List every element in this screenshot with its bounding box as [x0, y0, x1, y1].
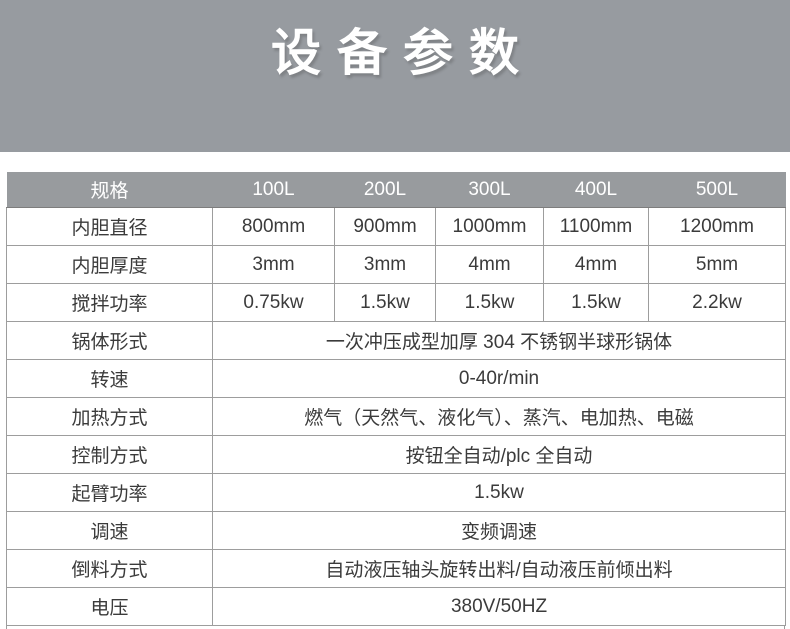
header-col-500l: 500L — [648, 172, 786, 208]
cell-value: 4mm — [435, 245, 544, 284]
table-row-heating-method: 加热方式 燃气（天然气、液化气）、蒸汽、电加热、电磁 — [6, 397, 786, 436]
row-label: 调速 — [6, 511, 213, 550]
table-cutoff-border — [6, 626, 785, 629]
row-label: 倒料方式 — [6, 549, 213, 588]
table-row-liner-thickness: 内胆厚度 3mm 3mm 4mm 4mm 5mm — [6, 245, 786, 284]
row-label: 内胆厚度 — [6, 245, 213, 284]
row-label: 搅拌功率 — [6, 283, 213, 322]
table-row-speed-regulation: 调速 变频调速 — [6, 511, 786, 550]
table-row-voltage: 电压 380V/50HZ — [6, 587, 786, 626]
header-spec-label: 规格 — [6, 172, 213, 208]
cell-value: 3mm — [212, 245, 335, 284]
row-label: 转速 — [6, 359, 213, 398]
cell-span-value: 380V/50HZ — [212, 587, 786, 626]
cell-value: 1200mm — [648, 207, 786, 246]
row-label: 控制方式 — [6, 435, 213, 474]
page-title: 设备参数 — [271, 25, 535, 81]
cell-value: 1.5kw — [334, 283, 436, 322]
header-col-200l: 200L — [334, 172, 436, 208]
cell-value: 2.2kw — [648, 283, 786, 322]
cell-value: 1000mm — [435, 207, 544, 246]
table-row-pot-body-form: 锅体形式 一次冲压成型加厚 304 不锈钢半球形锅体 — [6, 321, 786, 360]
cell-span-value: 按钮全自动/plc 全自动 — [212, 435, 786, 474]
table-row-arm-lift-power: 起臂功率 1.5kw — [6, 473, 786, 512]
table-row-discharge-method: 倒料方式 自动液压轴头旋转出料/自动液压前倾出料 — [6, 549, 786, 588]
table-row-liner-diameter: 内胆直径 800mm 900mm 1000mm 1100mm 1200mm — [6, 207, 786, 246]
cell-value: 5mm — [648, 245, 786, 284]
table-row-control-method: 控制方式 按钮全自动/plc 全自动 — [6, 435, 786, 474]
table-row-stir-power: 搅拌功率 0.75kw 1.5kw 1.5kw 1.5kw 2.2kw — [6, 283, 786, 322]
cell-span-value: 自动液压轴头旋转出料/自动液压前倾出料 — [212, 549, 786, 588]
cell-span-value: 0-40r/min — [212, 359, 786, 398]
cell-value: 1.5kw — [435, 283, 544, 322]
row-label: 电压 — [6, 587, 213, 626]
cell-value: 800mm — [212, 207, 335, 246]
table-row-rotation-speed: 转速 0-40r/min — [6, 359, 786, 398]
cell-value: 1.5kw — [543, 283, 649, 322]
row-label: 锅体形式 — [6, 321, 213, 360]
header-col-100l: 100L — [212, 172, 335, 208]
header-col-300l: 300L — [435, 172, 544, 208]
header-col-400l: 400L — [543, 172, 649, 208]
cell-value: 1100mm — [543, 207, 649, 246]
cell-span-value: 燃气（天然气、液化气）、蒸汽、电加热、电磁 — [212, 397, 786, 436]
cell-value: 0.75kw — [212, 283, 335, 322]
row-label: 起臂功率 — [6, 473, 213, 512]
cell-span-value: 1.5kw — [212, 473, 786, 512]
cell-value: 3mm — [334, 245, 436, 284]
title-banner: 设备参数 — [0, 0, 790, 152]
table-header-row: 规格 100L 200L 300L 400L 500L — [6, 172, 786, 208]
cell-value: 900mm — [334, 207, 436, 246]
row-label: 内胆直径 — [6, 207, 213, 246]
cell-span-value: 一次冲压成型加厚 304 不锈钢半球形锅体 — [212, 321, 786, 360]
cell-span-value: 变频调速 — [212, 511, 786, 550]
spec-table: 规格 100L 200L 300L 400L 500L 内胆直径 800mm 9… — [6, 172, 786, 626]
row-label: 加热方式 — [6, 397, 213, 436]
cell-value: 4mm — [543, 245, 649, 284]
